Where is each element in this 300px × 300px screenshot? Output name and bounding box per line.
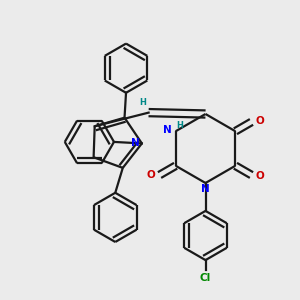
Text: O: O bbox=[255, 171, 264, 181]
Text: H: H bbox=[176, 121, 183, 130]
Text: N: N bbox=[201, 184, 210, 194]
Text: O: O bbox=[147, 170, 156, 180]
Text: Cl: Cl bbox=[200, 273, 211, 283]
Text: H: H bbox=[139, 98, 146, 107]
Text: O: O bbox=[255, 116, 264, 126]
Text: N: N bbox=[131, 138, 140, 148]
Text: N: N bbox=[163, 125, 172, 135]
